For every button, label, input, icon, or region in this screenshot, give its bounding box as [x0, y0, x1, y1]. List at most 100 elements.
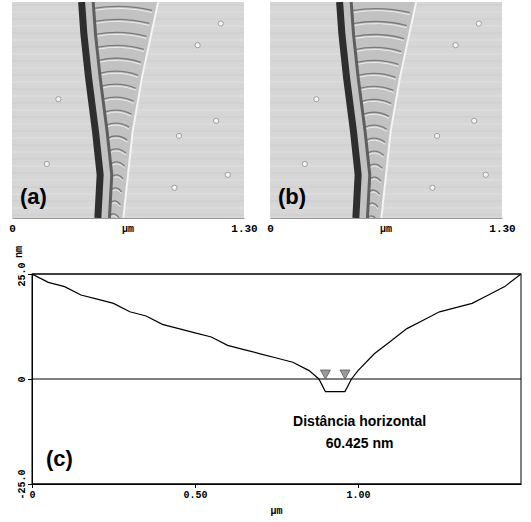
plot-frame [32, 274, 521, 484]
panel: 01.30µm(a) [9, 2, 258, 235]
tick-label: 0.50 [183, 490, 207, 501]
groove-wall [351, 2, 370, 218]
bump [472, 118, 477, 123]
ridge-light [357, 62, 399, 66]
image-ground [12, 2, 244, 218]
ridge-light [369, 192, 380, 196]
ridge-light [358, 75, 396, 79]
ridge-light [368, 205, 378, 209]
axis-title: µm [380, 224, 392, 235]
image-ground [270, 2, 502, 218]
cursor [340, 370, 350, 379]
bump [483, 172, 488, 177]
ridge-light [108, 138, 127, 142]
figure: 01.30µm(a)01.30µm(b)00.501.00-25.0025.0µ… [0, 0, 531, 522]
panel: 01.30µm(b) [267, 2, 516, 235]
ridge-light [97, 47, 144, 51]
ridge-light [100, 73, 139, 77]
grid-line [32, 379, 521, 380]
tick-mark [28, 274, 32, 275]
ridge-light [360, 88, 394, 92]
tick: 0.50 [183, 484, 207, 501]
bump [195, 43, 200, 48]
scan-line [12, 215, 244, 216]
ridge-light [367, 153, 383, 157]
bump [476, 21, 481, 26]
tick-mark [195, 484, 196, 488]
bump [172, 185, 177, 190]
ridge-light [94, 8, 152, 12]
ridge-light [103, 99, 134, 103]
groove [82, 2, 159, 218]
tick-label: 1.30 [489, 223, 515, 235]
ridge-light [363, 114, 389, 118]
bump [434, 133, 439, 138]
bump [176, 133, 181, 138]
groove [340, 2, 417, 218]
axis-line [32, 275, 33, 485]
ridge-light [109, 151, 126, 155]
ridge-light [96, 34, 147, 38]
bump [302, 161, 307, 166]
groove-edge [381, 2, 416, 218]
ridge-light [366, 140, 385, 144]
ridge-light [111, 164, 125, 168]
ridge-light [105, 112, 132, 116]
tick-mark [28, 484, 32, 485]
grid-line [32, 274, 521, 275]
tick: 0 [17, 376, 32, 382]
bump [214, 118, 219, 123]
tick: -25.0 [17, 469, 32, 499]
ridge-light [101, 86, 136, 90]
bump [44, 161, 49, 166]
ridge-light [354, 36, 404, 40]
panel-label: (a) [20, 184, 47, 209]
bump [453, 43, 458, 48]
axis-line [13, 218, 245, 219]
tick: 0 [29, 484, 35, 501]
axis: 0 0.50 1.00 [29, 484, 521, 501]
tick-mark [358, 484, 359, 488]
tick: 1.00 [346, 484, 370, 501]
tick-label: 0 [17, 376, 28, 382]
tick-label: 1.00 [346, 490, 370, 501]
tick-mark [28, 379, 32, 380]
ridge-light [365, 127, 387, 131]
grid-line [32, 484, 521, 485]
ridge-light [98, 60, 141, 64]
axis: 01.30 [9, 218, 258, 235]
axis: -25.0025.0 [17, 262, 33, 499]
annotation: Distância horizontal [293, 413, 426, 429]
tick: 25.0 [17, 262, 32, 286]
axis-title: nm [14, 246, 25, 258]
tick: 0 [9, 218, 16, 235]
groove-wall [93, 2, 112, 218]
bump [56, 97, 61, 102]
cursor [320, 370, 330, 379]
bump [430, 185, 435, 190]
ridge-light [352, 11, 410, 15]
ridge-light [370, 179, 381, 183]
afm-image [12, 2, 244, 218]
tick-label: 25.0 [17, 262, 28, 286]
ridge-light [111, 190, 122, 194]
groove-edge [123, 2, 158, 218]
tick-mark [32, 484, 33, 488]
ridge-light [112, 177, 123, 181]
groove-wall [82, 2, 101, 218]
tick-label: -25.0 [17, 469, 28, 499]
ridge-light [353, 24, 407, 28]
profile-line [32, 274, 521, 392]
tick-label: 0 [267, 223, 274, 235]
axis: 01.30 [267, 218, 516, 235]
tick: 0 [267, 218, 274, 235]
ridge-light [369, 166, 382, 170]
bump [314, 97, 319, 102]
ridge-light [106, 125, 129, 129]
afm-image [270, 2, 502, 218]
groove-wall [340, 2, 359, 218]
tick-label: 0 [29, 490, 35, 501]
profile-chart: 00.501.00-25.0025.0µmnm(c)Distância hori… [14, 246, 522, 517]
axis-line [33, 484, 522, 485]
tick-label: 0 [9, 223, 16, 235]
